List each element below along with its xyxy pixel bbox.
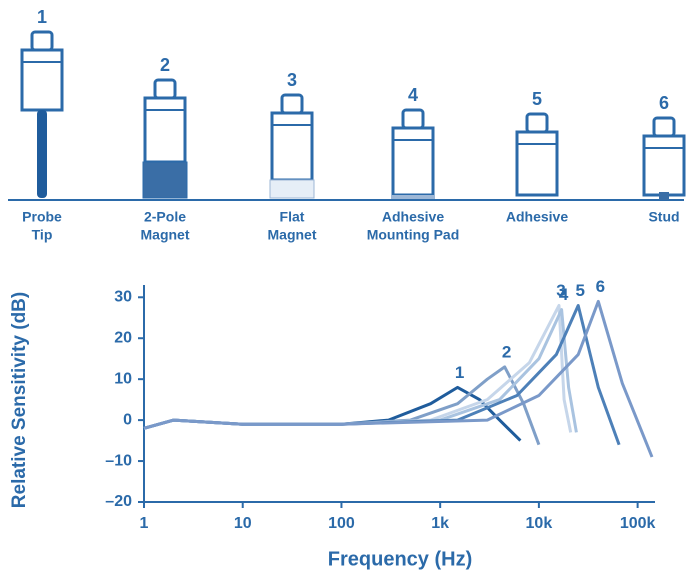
y-tick-label: 10 bbox=[114, 370, 132, 387]
x-tick-label: 100k bbox=[620, 515, 656, 532]
magnet bbox=[142, 161, 188, 199]
sensor-label: Adhesive bbox=[506, 209, 568, 225]
sensor-label: Flat bbox=[280, 209, 305, 225]
curve-label: 4 bbox=[559, 285, 569, 304]
sensor-body bbox=[270, 111, 314, 182]
sensor-label: Magnet bbox=[141, 227, 190, 243]
sensor-number: 2 bbox=[160, 55, 170, 75]
sensor-body bbox=[143, 96, 187, 164]
sensor-label: Magnet bbox=[268, 227, 317, 243]
sensor-body bbox=[20, 48, 64, 112]
sensor-number: 6 bbox=[659, 93, 669, 113]
x-axis-title: Frequency (Hz) bbox=[328, 548, 472, 570]
sensor-cap bbox=[280, 93, 304, 115]
mount-pad bbox=[391, 195, 435, 199]
sensor-number: 1 bbox=[37, 7, 47, 27]
sensor-cap bbox=[525, 112, 549, 134]
y-tick-label: 30 bbox=[114, 289, 132, 306]
y-tick-label: –10 bbox=[105, 452, 132, 469]
sensor-label: Tip bbox=[32, 227, 53, 243]
curve-label: 5 bbox=[575, 281, 584, 300]
curve-label: 1 bbox=[455, 363, 464, 382]
sensor-cap bbox=[30, 30, 54, 52]
y-tick-label: 0 bbox=[123, 411, 132, 428]
response-curve bbox=[143, 385, 522, 442]
y-axis-title: Relative Sensitivity (dB) bbox=[9, 292, 30, 508]
x-tick-label: 1 bbox=[140, 515, 149, 532]
x-tick-label: 10k bbox=[526, 515, 553, 532]
curve-label: 3 bbox=[556, 281, 565, 300]
response-curve bbox=[143, 308, 578, 433]
x-tick-label: 100 bbox=[328, 515, 355, 532]
flat-magnet bbox=[269, 179, 315, 199]
response-curve bbox=[143, 299, 654, 458]
probe-tip bbox=[37, 110, 47, 198]
curve-label: 6 bbox=[596, 277, 605, 296]
sensor-number: 3 bbox=[287, 70, 297, 90]
sensor-body bbox=[642, 134, 686, 197]
sensor-label: 2-Pole bbox=[144, 209, 186, 225]
x-tick-label: 10 bbox=[234, 515, 252, 532]
sensor-cap bbox=[652, 116, 676, 138]
sensor-cap bbox=[153, 78, 177, 100]
y-tick-label: –20 bbox=[105, 493, 132, 510]
sensor-label: Mounting Pad bbox=[367, 227, 460, 243]
sensor-label: Stud bbox=[648, 209, 679, 225]
x-tick-label: 1k bbox=[431, 515, 449, 532]
sensor-label: Adhesive bbox=[382, 209, 444, 225]
sensor-number: 4 bbox=[408, 85, 418, 105]
curve-label: 2 bbox=[502, 342, 511, 361]
y-tick-label: 20 bbox=[114, 329, 132, 346]
sensor-label: Probe bbox=[22, 209, 62, 225]
stud bbox=[659, 192, 669, 200]
sensor-body bbox=[391, 126, 435, 197]
sensor-cap bbox=[401, 108, 425, 130]
sensor-body bbox=[515, 130, 559, 197]
sensor-number: 5 bbox=[532, 89, 542, 109]
